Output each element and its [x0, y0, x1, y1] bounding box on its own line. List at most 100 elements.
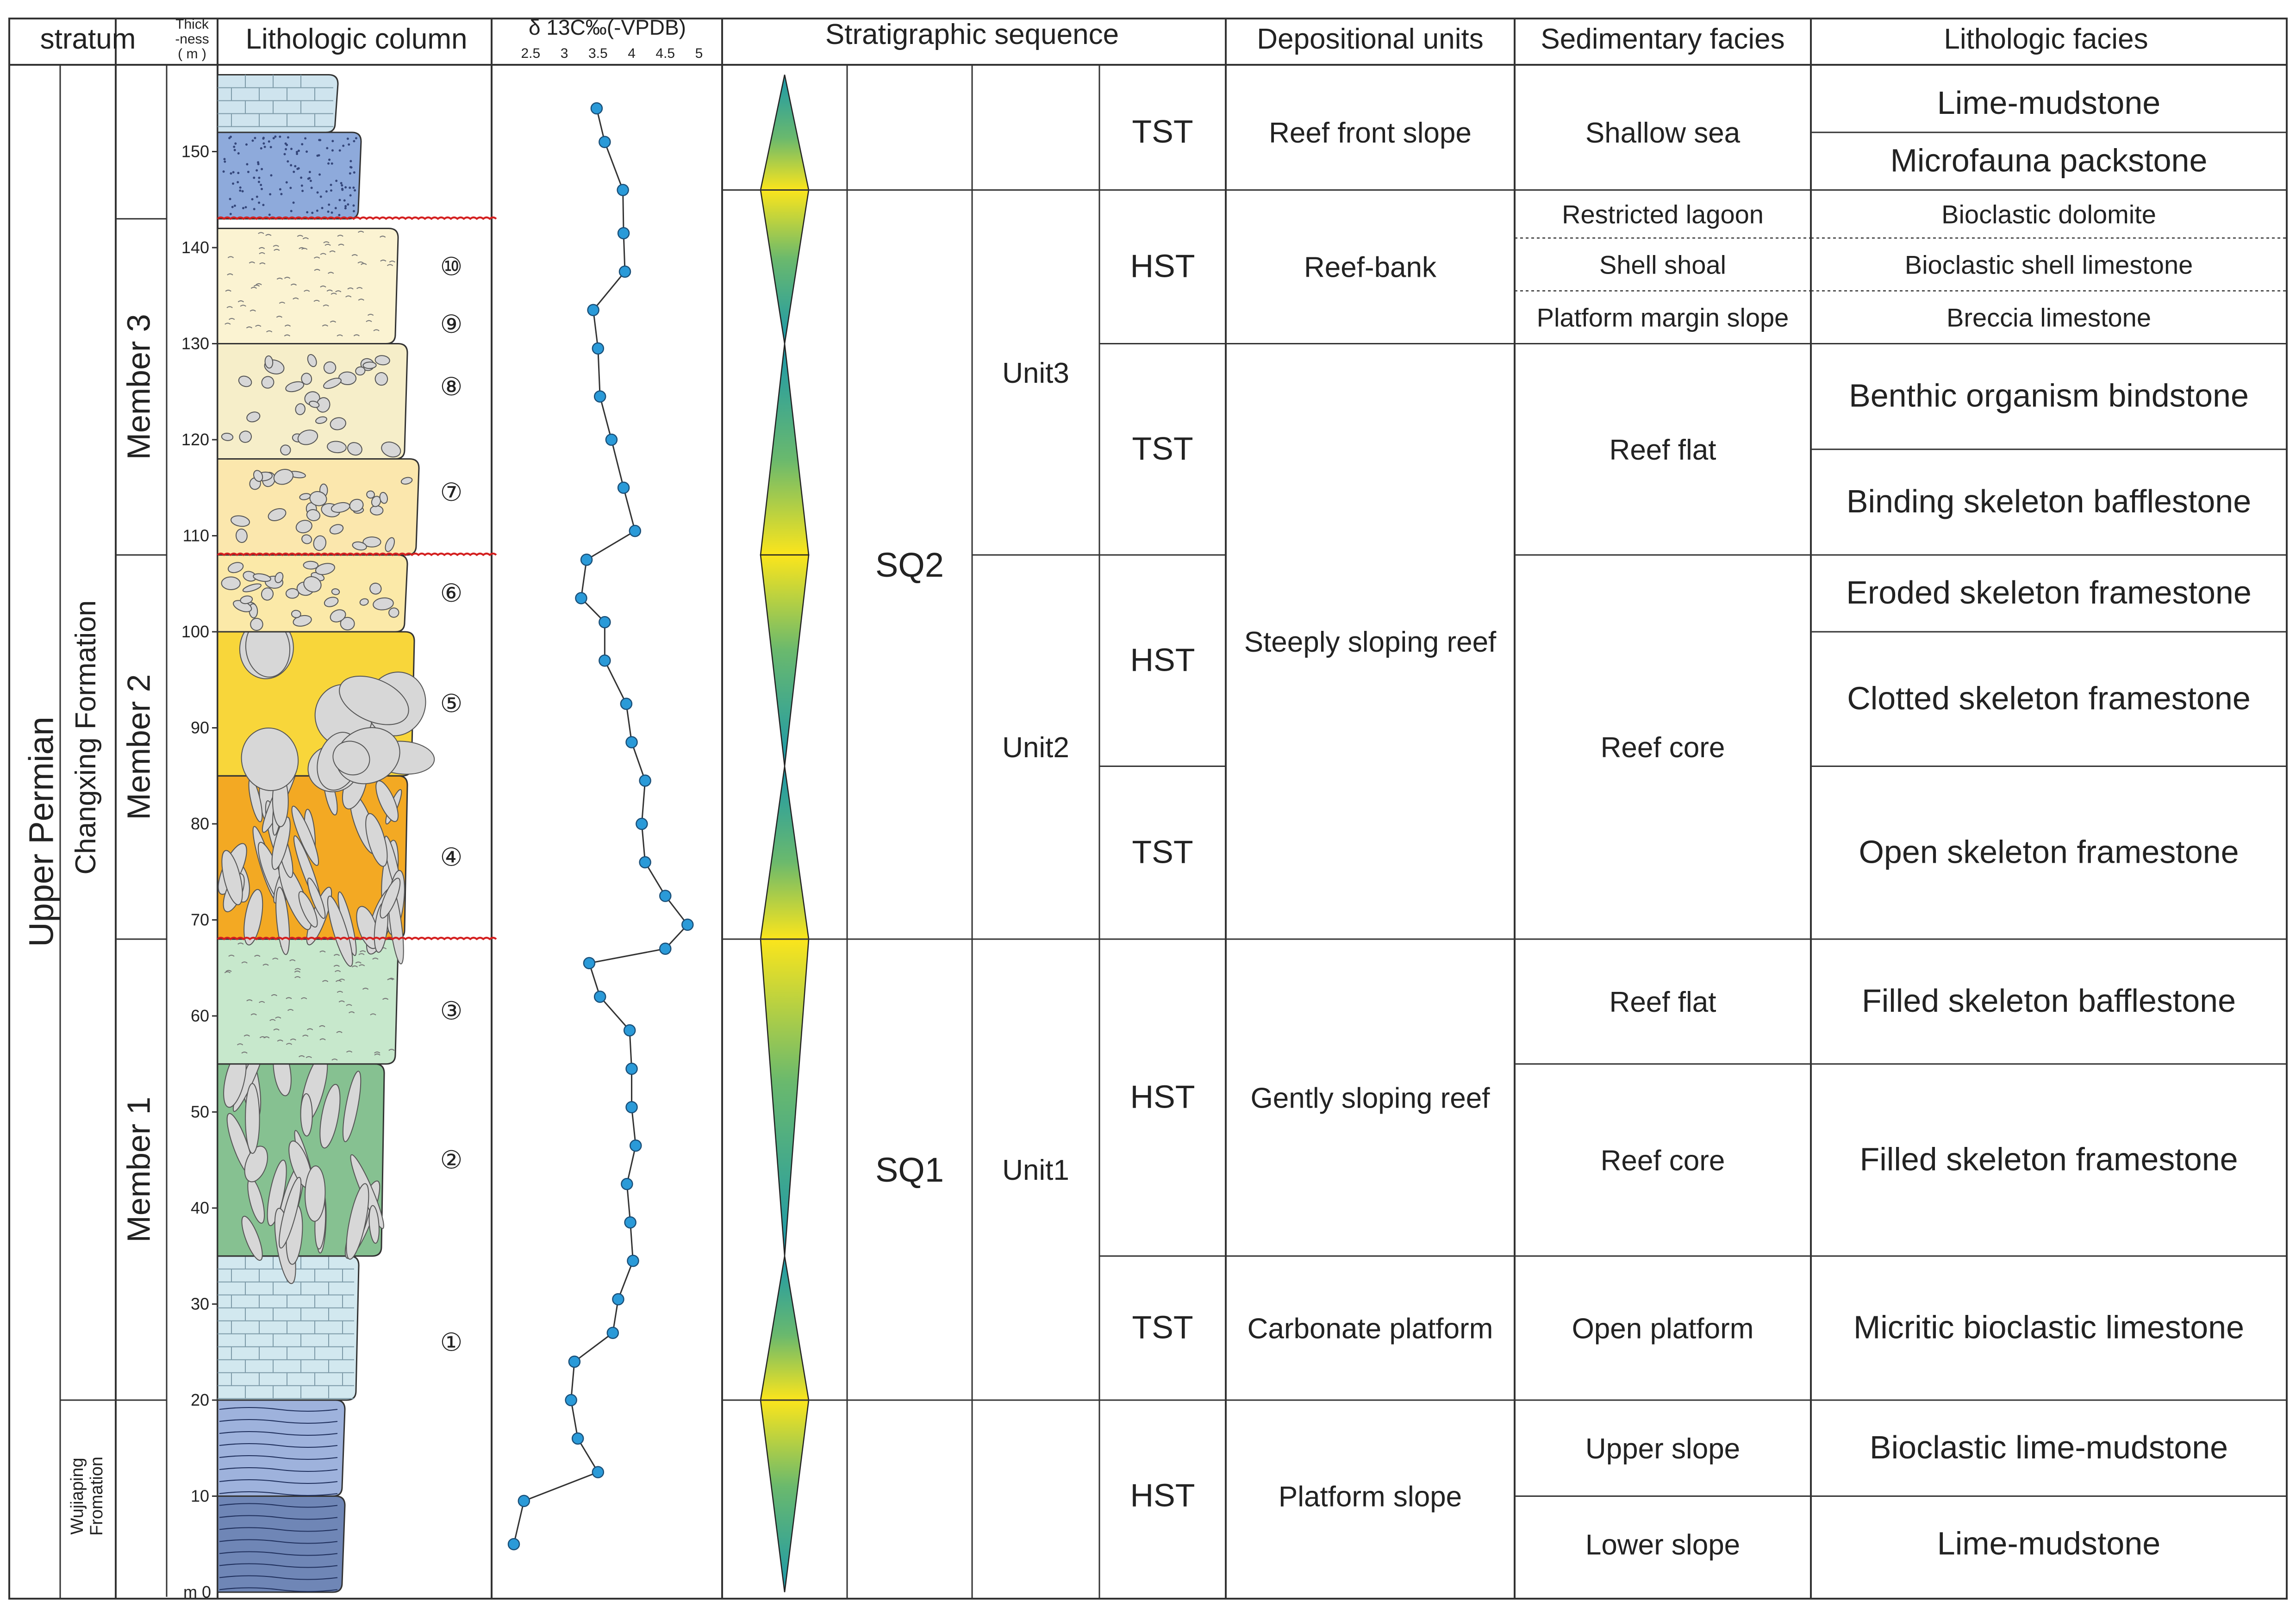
d13c-point: [659, 942, 672, 955]
d13c-point: [605, 433, 618, 446]
formation-label-line: Fromation: [87, 1457, 106, 1536]
sedimentary-facies-label: Reef flat: [1610, 986, 1716, 1018]
d13c-series-line: [513, 108, 689, 1545]
layer-marker: ⑩: [440, 253, 462, 281]
d13c-point: [575, 592, 587, 604]
formation-label: WujiapingFromation: [68, 1457, 106, 1536]
thickness-tick-label: 70: [191, 910, 209, 929]
thickness-tick-label: 50: [191, 1102, 209, 1121]
systems-tract-label: TST: [1132, 430, 1193, 467]
d13c-point: [621, 1177, 633, 1190]
sequence-label: SQ1: [875, 1151, 944, 1189]
d13c-point: [630, 1139, 642, 1152]
sequence-triangle-down: [760, 189, 810, 344]
header-lithologic-facies: Lithologic facies: [1944, 23, 2148, 55]
d13c-point: [571, 1432, 584, 1445]
unconformity-line: [217, 937, 497, 941]
layer-marker: ④: [440, 844, 462, 872]
header-sedimentary-facies: Sedimentary facies: [1541, 23, 1784, 55]
sedimentary-facies-label: Shell shoal: [1599, 250, 1726, 279]
thickness-tick-label: 60: [191, 1006, 209, 1025]
table-frame: [8, 18, 2288, 1600]
layer-marker: ①: [440, 1329, 462, 1357]
d13c-point: [627, 1254, 639, 1267]
sequence-label: SQ2: [875, 546, 944, 584]
thickness-tick-label: 110: [183, 526, 209, 545]
systems-tract-label: HST: [1130, 1078, 1195, 1115]
d13c-tick-label: 3: [561, 46, 568, 61]
d13c-point: [593, 390, 606, 403]
d13c-point: [623, 1024, 636, 1037]
d13c-point: [593, 990, 606, 1003]
header-depositional-units: Depositional units: [1257, 23, 1483, 55]
sequence-triangles: [760, 75, 810, 1593]
unit-label: Unit3: [1002, 357, 1069, 389]
thickness-tick-label: 30: [191, 1295, 209, 1314]
lithologic-facies-label: Binding skeleton bafflestone: [1847, 483, 2251, 519]
d13c-point: [625, 1101, 638, 1114]
formation-label: Changxing Formation: [70, 600, 102, 875]
lithologic-facies-label: Filled skeleton framestone: [1859, 1141, 2238, 1177]
layer-marker: ②: [440, 1146, 462, 1174]
systems-tract-label: HST: [1130, 248, 1195, 284]
lithologic-facies-label: Eroded skeleton framestone: [1846, 574, 2252, 610]
litho-layer-bindstone: [217, 343, 408, 460]
sedimentary-facies-label: Restricted lagoon: [1562, 199, 1764, 229]
thickness-tick-label: 130: [181, 334, 209, 353]
layer-marker: ③: [440, 997, 462, 1025]
sedimentary-facies-label: Reef core: [1601, 732, 1725, 764]
lithologic-facies-label: Micritic bioclastic limestone: [1853, 1309, 2244, 1345]
series-label: Upper Permian: [22, 716, 61, 947]
d13c-point: [629, 524, 642, 537]
sequence-triangle-down: [760, 938, 810, 1256]
header-thickness: Thick -ness( m ): [175, 17, 209, 62]
litho-layer-limestone-brick: [217, 1255, 360, 1401]
sequence-triangle-up: [760, 766, 810, 940]
lithologic-facies-label: Lime-mudstone: [1937, 85, 2160, 121]
layer-marker: ⑧: [440, 373, 462, 401]
litho-layer-open-framestone: [217, 757, 408, 967]
litho-layer-clotted-framestone: [217, 617, 435, 792]
d13c-point: [592, 1466, 605, 1478]
d13c-point: [592, 342, 605, 355]
d13c-point: [507, 1538, 520, 1551]
d13c-point: [617, 184, 629, 196]
depositional-unit-label: Reef front slope: [1269, 117, 1472, 149]
layer-marker: ⑨: [440, 311, 462, 338]
layer-marker: ⑦: [440, 479, 462, 506]
sedimentary-facies-label: Reef flat: [1610, 434, 1716, 466]
sedimentary-facies-label: Upper slope: [1585, 1433, 1740, 1465]
litho-layer-limestone-brick: [217, 74, 339, 133]
header-stratum: stratum: [40, 23, 136, 55]
sedimentary-facies-label: Reef core: [1601, 1145, 1725, 1177]
d13c-point: [518, 1495, 530, 1507]
lithologic-facies-label: Bioclastic dolomite: [1941, 199, 2156, 229]
thickness-axis: Member 3 Member 2 Member 1 10 20 30 40 50 60 70 80…: [116, 65, 218, 1601]
header-row: stratum Thick -ness( m ) Lithologic colum…: [40, 15, 2148, 62]
systems-tract-label: HST: [1130, 642, 1195, 678]
litho-layer-packstone: [217, 131, 362, 220]
thickness-tick-label: 10: [191, 1487, 209, 1506]
thickness-tick-label: 90: [191, 718, 209, 737]
thickness-tick-label: 100: [181, 622, 209, 641]
litho-layer-eroded-framestone: [217, 554, 408, 633]
sedimentary-facies-label: Platform margin slope: [1537, 303, 1789, 332]
d13c-point: [636, 817, 648, 830]
sedimentary-facies-label: Lower slope: [1585, 1529, 1740, 1561]
stratum-column: Upper Permian Changxing Formation Wujiapin…: [22, 65, 117, 1599]
sequence-triangle-down: [760, 554, 810, 766]
depositional-unit-label: Steeply sloping reef: [1244, 626, 1497, 658]
member-label: Member 2: [120, 674, 156, 820]
systems-tract-label: HST: [1130, 1477, 1195, 1514]
depositional-unit-label: Carbonate platform: [1248, 1313, 1493, 1345]
systems-tract-label: TST: [1132, 1309, 1193, 1345]
formation-label-line: Changxing Formation: [70, 600, 102, 875]
lithologic-column: [217, 74, 497, 1593]
d13c-curve: 2.5 3 3.5 4 4.5 5: [507, 46, 703, 1551]
lithologic-facies-label: Lime-mudstone: [1937, 1525, 2160, 1561]
d13c-tick-label: 2.5: [521, 46, 541, 61]
litho-layer-bioclastic-dolomite: [217, 228, 399, 344]
thickness-tick-label: 80: [191, 814, 209, 833]
d13c-point: [625, 736, 638, 748]
sequence-triangle-down: [760, 1399, 810, 1593]
